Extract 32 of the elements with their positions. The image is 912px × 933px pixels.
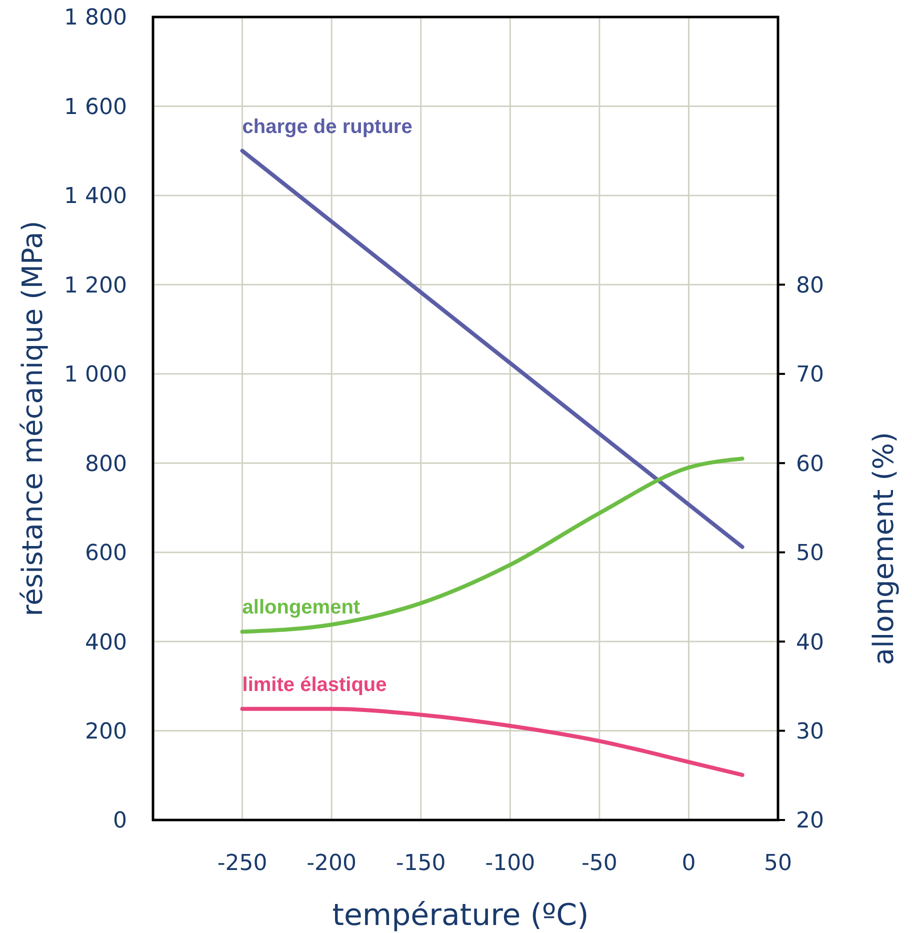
y2-tick-label: 60: [796, 452, 824, 477]
y2-tick-label: 30: [796, 719, 824, 744]
x-tick-label: -50: [581, 851, 618, 876]
series-label: allongement: [242, 596, 360, 619]
x-tick-label: -250: [217, 851, 268, 876]
y2-tick-label: 20: [796, 808, 824, 834]
y-tick-label: 200: [85, 719, 127, 744]
y-tick-label: 800: [85, 452, 127, 477]
line-series: [240, 456, 744, 634]
series-label: charge de rupture: [242, 116, 412, 138]
y2-tick-label: 50: [796, 541, 824, 566]
y2-axis-title: allongement (%): [867, 432, 900, 666]
y2-tick-label: 70: [796, 362, 824, 388]
x-tick-label: 50: [764, 851, 792, 876]
y-axis-title: résistance mécanique (MPa): [16, 220, 49, 616]
y-tick-label: 1 200: [64, 273, 127, 298]
x-axis-title: température (ºC): [332, 898, 589, 933]
y-tick-label: 1 400: [64, 184, 127, 210]
x-tick-label: -150: [396, 851, 446, 876]
y-tick-label: 1 800: [64, 6, 127, 31]
y-tick-label: 0: [113, 808, 127, 834]
y-tick-label: 600: [85, 541, 127, 566]
y2-tick-label: 80: [796, 273, 824, 298]
x-tick-label: -200: [306, 851, 357, 876]
x-tick-label: -100: [485, 851, 536, 876]
y-tick-label: 1 000: [64, 362, 127, 388]
y-tick-label: 1 600: [64, 94, 127, 120]
line-series: [240, 706, 744, 777]
x-tick-label: 0: [682, 851, 696, 876]
y2-tick-label: 40: [796, 630, 824, 656]
series-label: limite élastique: [242, 674, 387, 696]
y-tick-label: 400: [85, 630, 127, 656]
